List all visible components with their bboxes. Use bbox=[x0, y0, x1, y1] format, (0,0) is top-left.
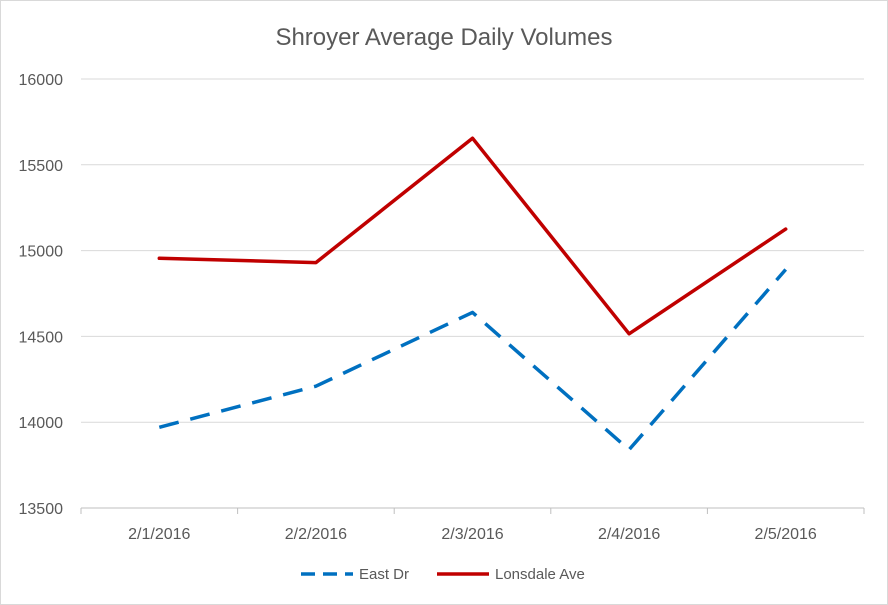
y-tick-label: 14000 bbox=[19, 415, 64, 432]
legend-label-lonsdale-ave: Lonsdale Ave bbox=[495, 566, 585, 583]
y-tick-label: 16000 bbox=[19, 72, 64, 89]
y-tick-label: 15000 bbox=[19, 244, 64, 261]
x-tick-label: 2/4/2016 bbox=[598, 526, 660, 543]
legend: East Dr Lonsdale Ave bbox=[301, 566, 585, 583]
series-line-east-dr bbox=[158, 268, 788, 452]
x-axis-tick-labels: 2/1/2016 2/2/2016 2/3/2016 2/4/2016 2/5/2016 bbox=[128, 526, 817, 543]
x-tick-label: 2/1/2016 bbox=[128, 526, 190, 543]
legend-label-east-dr: East Dr bbox=[359, 566, 409, 583]
y-tick-label: 15500 bbox=[19, 158, 64, 175]
series-line-lonsdale-ave bbox=[157, 136, 788, 336]
y-tick-label: 14500 bbox=[19, 329, 64, 346]
x-tick-label: 2/2/2016 bbox=[285, 526, 347, 543]
y-tick-label: 13500 bbox=[19, 501, 64, 518]
x-axis bbox=[80, 507, 865, 514]
chart-title: Shroyer Average Daily Volumes bbox=[275, 24, 612, 51]
y-axis-tick-labels: 13500 14000 14500 15000 15500 16000 bbox=[19, 72, 64, 518]
x-tick-label: 2/5/2016 bbox=[755, 526, 817, 543]
x-tick-label: 2/3/2016 bbox=[441, 526, 503, 543]
gridlines bbox=[81, 78, 864, 423]
series-lines bbox=[157, 136, 788, 452]
